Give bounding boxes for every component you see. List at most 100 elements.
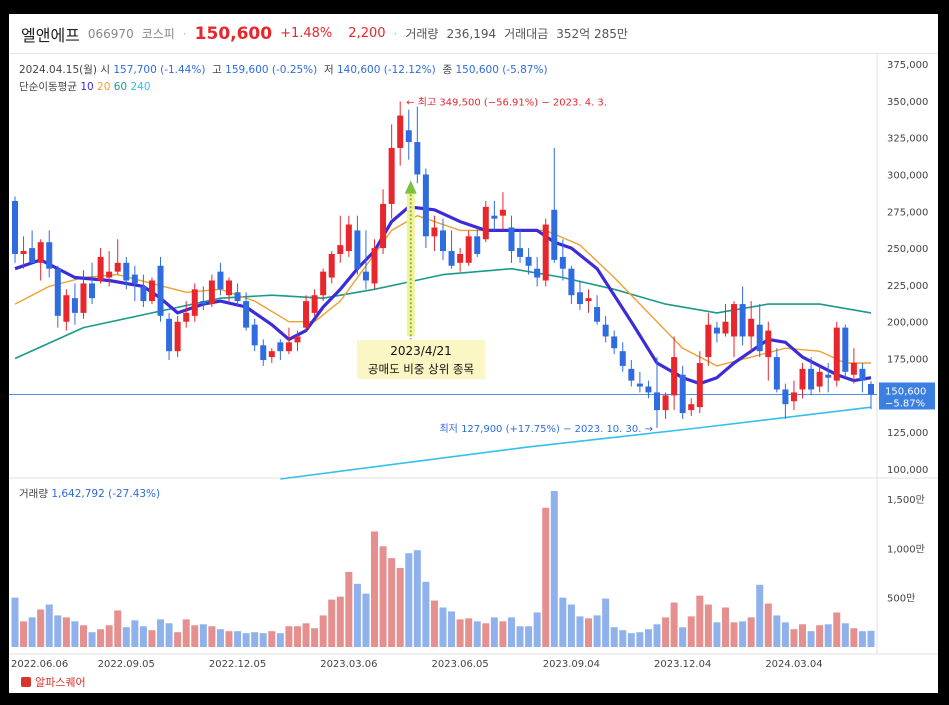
volume-bar xyxy=(362,593,370,647)
volume-bar xyxy=(799,624,807,647)
ma-legend[interactable]: 단순이동평균 10 20 60 240 xyxy=(19,79,151,94)
stock-header: 엘앤에프 066970 코스피 · 150,600 +1.48% 2,200 ·… xyxy=(9,14,938,54)
volume-bar xyxy=(507,617,515,647)
candle-body xyxy=(799,368,806,390)
volume-bar xyxy=(473,621,481,647)
candle-body xyxy=(405,130,412,143)
candle-body xyxy=(816,371,823,387)
volume-bar xyxy=(653,624,661,647)
volume-bar xyxy=(841,623,849,647)
candle-body xyxy=(688,404,695,411)
x-tick-label: 2023.09.04 xyxy=(543,659,600,670)
volume-bar xyxy=(28,617,36,647)
volume-bar xyxy=(371,531,379,647)
volume-bar xyxy=(747,617,755,647)
candle-body xyxy=(765,330,772,358)
candle-body xyxy=(157,265,164,316)
x-tick-label: 2022.06.06 xyxy=(11,659,68,670)
candle-body xyxy=(679,374,686,414)
volume-bar xyxy=(756,584,764,647)
y-tick-label: 300,000 xyxy=(887,170,928,181)
candle-body xyxy=(243,301,250,328)
x-tick-label: 2024.03.04 xyxy=(765,659,822,670)
volume-bar xyxy=(627,633,635,647)
volume-bar xyxy=(550,490,558,647)
candle-body xyxy=(320,271,327,296)
candle-body xyxy=(388,147,395,204)
logo-icon xyxy=(21,677,31,687)
alphasquare-logo[interactable]: 알파스퀘어 xyxy=(21,674,86,690)
price-tag-value: 150,600 xyxy=(885,386,926,397)
volume-bar xyxy=(216,629,224,647)
volume-bar xyxy=(20,621,28,647)
volume-bar xyxy=(251,632,259,647)
candle-body xyxy=(525,256,532,266)
candle-body xyxy=(97,256,104,281)
volume-bar xyxy=(602,598,610,647)
volume-legend-label: 거래량 xyxy=(19,488,48,500)
candle-body xyxy=(285,342,292,352)
candle-body xyxy=(431,227,438,237)
x-tick-label: 2022.12.05 xyxy=(209,659,266,670)
ma-60-label: 60 xyxy=(113,81,128,93)
candle-body xyxy=(397,115,404,148)
x-tick-label: 2023.03.06 xyxy=(320,659,377,670)
volume-bar xyxy=(867,630,875,647)
volume-bar xyxy=(62,617,70,647)
candle-body xyxy=(217,271,224,290)
candle-body xyxy=(303,301,310,328)
ohlc-low-label: 저 xyxy=(323,64,334,76)
volume-legend-value: 1,642,792 (-27.43%) xyxy=(51,488,161,500)
candle-body xyxy=(166,318,173,352)
volume-bar xyxy=(88,632,96,647)
y-tick-label: 275,000 xyxy=(887,207,928,218)
volume-bar xyxy=(345,571,353,647)
volume-bar xyxy=(311,628,319,647)
ohlc-legend: 2024.04.15(월) 시 157,700 (-1.44%) 고 159,6… xyxy=(19,62,548,77)
change-percent: +1.48% xyxy=(280,26,333,41)
volume-bar xyxy=(456,619,464,647)
volume-bar xyxy=(439,607,447,647)
candle-body xyxy=(645,386,652,393)
candle-body xyxy=(294,336,301,343)
ohlc-high: 159,600 (-0.25%) xyxy=(225,64,318,76)
y-tick-label: 200,000 xyxy=(887,318,928,329)
volume-bar xyxy=(824,624,832,647)
candle-body xyxy=(705,324,712,358)
volume-bar xyxy=(191,625,199,647)
volume-bar xyxy=(662,617,670,647)
candlesticks xyxy=(12,101,874,428)
candle-body xyxy=(63,295,70,322)
volume-bar xyxy=(353,583,361,647)
volume-bar xyxy=(182,619,190,647)
candle-body xyxy=(131,274,138,284)
candle-body xyxy=(739,304,746,337)
ma-240-label: 240 xyxy=(130,81,151,93)
price-chart[interactable]: 375,000 350,000 325,000 300,000 275,000 250,0… xyxy=(9,14,938,693)
high-annotation: ← 최고 349,500 (−56.91%) − 2023. 4. 3. xyxy=(406,97,607,109)
volume-bar xyxy=(730,622,738,647)
candle-body xyxy=(756,324,763,352)
annotation-date: 2023/4/21 xyxy=(390,344,452,358)
volume-bar xyxy=(533,612,541,647)
candle-body xyxy=(782,389,789,405)
low-annotation: 최저 127,900 (+17.75%) − 2023. 10. 30. → xyxy=(439,423,653,435)
volume-bar xyxy=(45,604,53,647)
ohlc-low: 140,600 (-12.12%) xyxy=(336,64,436,76)
candle-body xyxy=(534,268,541,278)
stock-name[interactable]: 엘앤에프 xyxy=(21,25,80,45)
candle-body xyxy=(576,292,583,305)
volume-tick-label: 500만 xyxy=(887,593,915,605)
candle-body xyxy=(106,271,113,278)
y-tick-label: 125,000 xyxy=(887,428,928,439)
separator-dot: · xyxy=(393,26,398,41)
chart-axes: 375,000 350,000 325,000 300,000 275,000 250,0… xyxy=(11,60,928,670)
volume-bar xyxy=(430,600,438,647)
candle-body xyxy=(54,268,61,316)
volume-bars xyxy=(11,490,875,647)
current-price: 150,600 xyxy=(194,23,273,44)
separator-dot: · xyxy=(182,26,187,41)
candle-body xyxy=(611,336,618,349)
volume-value: 236,194 xyxy=(446,26,497,41)
